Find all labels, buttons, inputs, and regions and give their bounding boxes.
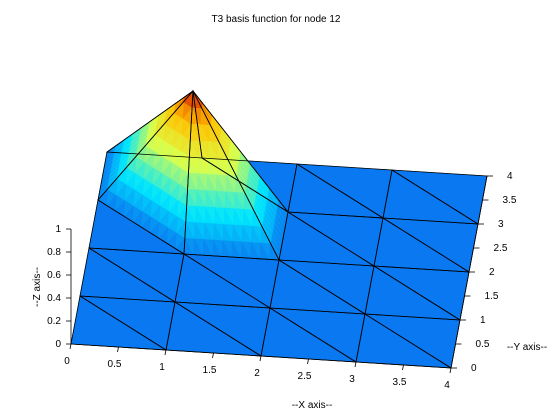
y-tick-label: 3.5 [503,195,517,206]
surface-faces [70,89,488,369]
z-tick-label: 0.4 [47,293,61,304]
z-tick-label: 0.2 [47,316,61,327]
x-tick [449,367,452,374]
z-axis-label: --Z axis-- [32,267,43,307]
x-tick-label: 3 [349,374,355,385]
x-tick [307,358,309,365]
x-axis-label: --X axis-- [292,400,333,411]
surface-triangle [183,89,280,261]
z-tick-label: 0.6 [47,270,61,281]
x-tick [117,346,119,353]
x-tick [212,352,214,359]
y-tick-label: 0 [471,363,477,374]
surface-triangle [192,90,289,261]
x-tick-label: 0.5 [108,359,122,370]
chart-title: T3 basis function for node 12 [212,14,341,25]
y-tick-label: 1.5 [485,291,499,302]
x-tick-label: 2 [254,368,260,379]
x-tick [402,364,404,371]
y-tick-label: 2.5 [494,243,508,254]
z-tick-label: 1 [55,224,61,235]
y-tick-label: 3 [498,219,504,230]
y-tick-label: 2 [489,267,495,278]
x-tick-label: 2.5 [298,371,312,382]
x-tick [354,361,357,368]
z-tick-label: 0.8 [47,247,61,258]
x-tick-label: 0 [64,356,70,367]
x-tick-label: 1.5 [203,365,217,376]
x-tick [164,349,167,356]
y-tick-label: 4 [507,171,513,182]
z-tick-label: 0 [55,339,61,350]
x-tick [259,355,262,362]
x-tick [69,343,72,350]
y-axis-label: --Y axis-- [507,342,547,353]
x-tick-label: 1 [159,362,165,373]
x-tick-label: 3.5 [393,377,407,388]
y-tick-label: 1 [480,315,486,326]
y-tick-label: 0.5 [476,339,490,350]
axes: 0 0.5 1 1.5 2 2.5 3 3.5 4 0 0.5 1 1.5 2 2.5 3 3.5 4 0 0.2 0.… [47,171,517,391]
surface-triangle [97,90,194,255]
x-tick-label: 4 [444,380,450,391]
